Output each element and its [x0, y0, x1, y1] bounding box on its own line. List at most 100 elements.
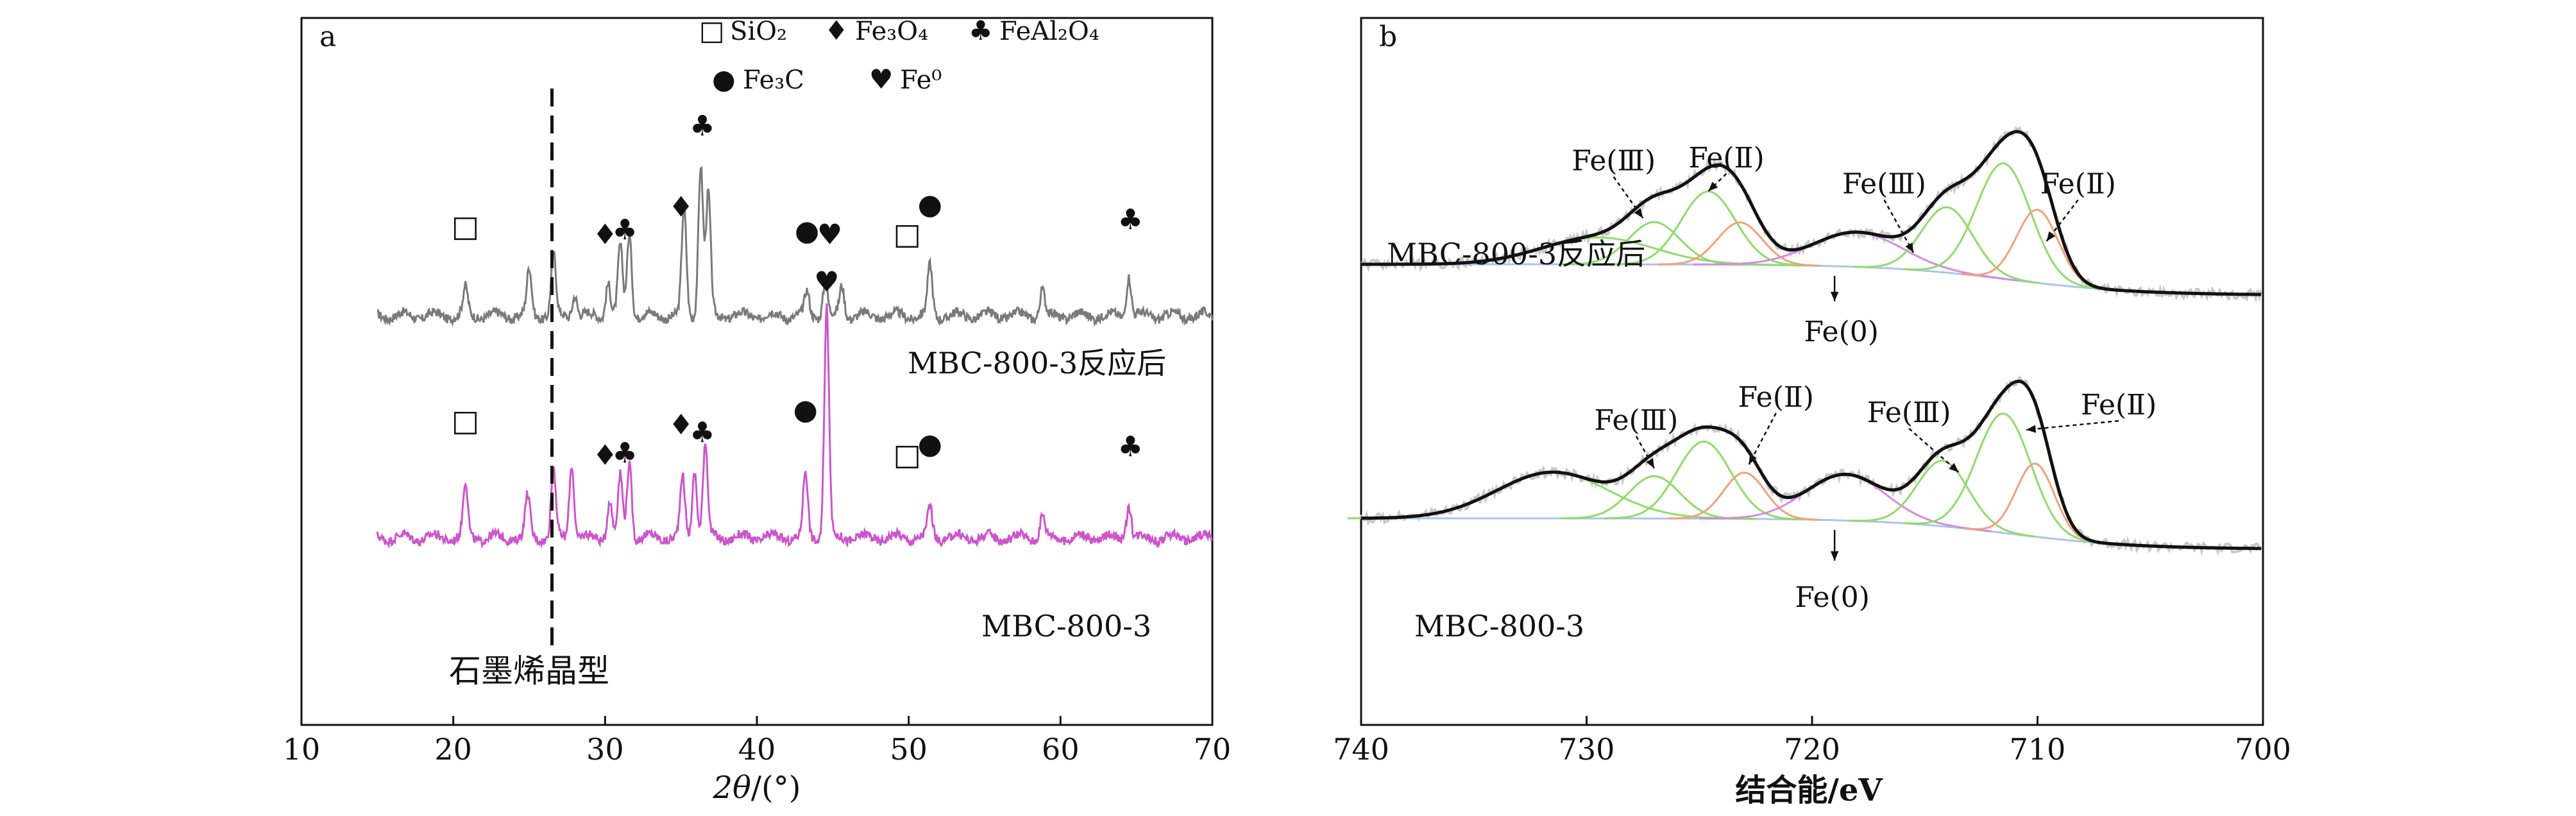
panel-a-phase-marker: ♣ — [612, 214, 637, 246]
panel-b-x-axis: 740 730 720 710 700 — [1333, 716, 2291, 767]
panel-b-annotation-label: Fe(Ⅱ) — [2040, 168, 2116, 201]
panel-b-label: b — [1379, 21, 1397, 53]
panel-a-legend-symbol: ♣ — [969, 15, 993, 46]
panel-a-legend-label: Fe⁰ — [900, 65, 942, 95]
panel-b-annotation-arrowhead — [2046, 231, 2056, 241]
panel-a-legend-symbol: ● — [712, 64, 736, 95]
panel-a-phase-marker: ● — [918, 428, 942, 461]
panel-a-reference-line-label: 石墨烯晶型 — [449, 652, 609, 690]
panel-a-x-axis-label: 2θ/(°) — [712, 770, 801, 806]
panel-a-legend-symbol: □ — [699, 15, 725, 46]
panel-b-x-tick-label: 720 — [1784, 732, 1840, 767]
panel-b-annotation-arrowhead — [2026, 425, 2037, 433]
panel-b-annotation-arrowhead — [1634, 208, 1643, 218]
panel-b-annotation-arrowhead — [1749, 454, 1757, 464]
panel-a-x-tick-label: 60 — [1042, 732, 1080, 767]
panel-a-xrd: a 10 20 30 40 50 60 70 2θ/(°) □ SiO₂ ♦ Fe₃O₄ ♣ FeAl… — [283, 15, 1232, 806]
panel-b-x-tick-label: 730 — [1559, 732, 1615, 767]
panel-a-phase-marker: ♦ — [668, 191, 693, 224]
panel-b-series-group — [1347, 126, 2263, 556]
panel-b-fit-envelope — [1361, 130, 2262, 296]
panel-a-phase-marker: ♣ — [612, 437, 637, 470]
panel-a-phase-marker: ● — [793, 394, 818, 427]
panel-a-legend-label: Fe₃O₄ — [855, 17, 928, 46]
panel-b-annotation-arrow — [1883, 199, 1915, 253]
panel-a-phase-marker: ♦ — [593, 439, 618, 472]
panel-a-x-axis: 10 20 30 40 50 60 70 — [283, 716, 1232, 767]
panel-a-phase-marker: ♦ — [668, 409, 693, 441]
panel-b-fit-component — [1668, 472, 1820, 521]
panel-b-annotation-arrowhead — [1949, 463, 1959, 472]
panel-a-x-tick-label: 10 — [283, 732, 321, 767]
panel-a-phase-marker: ♦ — [593, 219, 618, 251]
panel-a-phase-marker: ♣ — [1117, 430, 1142, 463]
panel-a-phase-marker: □ — [452, 403, 479, 438]
panel-b-annotation-label: Fe(Ⅱ) — [2081, 389, 2157, 421]
panel-b-annotation-label: Fe(0) — [1795, 581, 1870, 614]
panel-a-x-tick-label: 30 — [586, 732, 624, 767]
panel-a-series-line — [376, 303, 1213, 549]
panel-b-x-tick-label: 710 — [2010, 732, 2066, 767]
panel-b-series-label-fresh: MBC-800-3 — [1414, 609, 1584, 643]
panel-a-x-axis-label-symbol: 2θ — [712, 770, 751, 806]
panel-b-x-tick-label: 700 — [2235, 732, 2291, 767]
panel-a-legend-label: FeAl₂O₄ — [999, 17, 1099, 46]
panel-b-fit-component — [1608, 190, 1808, 267]
panel-b-annotation-arrow — [1613, 176, 1644, 219]
panel-a-phase-marker: □ — [894, 217, 921, 251]
panel-b-annotation-label: Fe(Ⅲ) — [1572, 145, 1656, 178]
panel-b-x-axis-label: 结合能/eV — [1735, 772, 1883, 808]
panel-b-annotation-arrow — [2026, 420, 2119, 431]
panel-b-annotation-arrowhead — [1646, 458, 1654, 468]
panel-b-annotations: Fe(Ⅲ) Fe(Ⅱ) Fe(Ⅲ) Fe(Ⅱ) Fe(0) Fe(Ⅲ) Fe(Ⅱ) Fe(Ⅲ)… — [1572, 142, 2157, 614]
panel-a-x-tick-label: 50 — [890, 732, 928, 767]
panel-b-annotation-label: Fe(Ⅲ) — [1867, 396, 1951, 429]
panel-b-fit-component — [1604, 440, 1803, 521]
panel-b-x-tick-label: 740 — [1333, 732, 1389, 767]
panel-a-phase-marker: ♣ — [690, 110, 715, 142]
panel-a-label: a — [319, 21, 336, 53]
panel-b-fit-component — [1849, 459, 2035, 538]
panel-a-x-axis-label-unit: /(°) — [751, 770, 801, 806]
panel-b-annotation-arrowhead — [1708, 182, 1718, 191]
panel-a-series-label-fresh: MBC-800-3 — [981, 609, 1151, 643]
panel-b-fit-component — [1560, 221, 1747, 266]
panel-a-x-tick-label: 40 — [738, 732, 776, 767]
panel-a-legend-symbol: ♥ — [869, 64, 894, 95]
panel-b-fit-envelope — [1361, 379, 2262, 550]
panel-a-series-group — [376, 166, 1214, 549]
panel-b-annotation-label: Fe(Ⅲ) — [1594, 404, 1678, 437]
panel-a-legend: □ SiO₂ ♦ Fe₃O₄ ♣ FeAl₂O₄ ● Fe₃C ♥ Fe⁰ — [699, 15, 1099, 95]
panel-a-phase-marker: ♥ — [814, 266, 839, 299]
panel-a-x-tick-label: 20 — [434, 732, 472, 767]
panel-a-series-label-after: MBC-800-3反应后 — [908, 346, 1166, 380]
panel-b-annotation-arrowhead — [1830, 291, 1839, 302]
panel-a-legend-label: SiO₂ — [730, 17, 787, 46]
panel-a-series-line — [377, 166, 1214, 327]
panel-b-fit-component — [1657, 221, 1820, 267]
panel-b-annotation-label: Fe(0) — [1804, 316, 1879, 348]
panel-b-annotation-arrowhead — [1830, 551, 1839, 561]
panel-a-phase-marker: ♣ — [690, 416, 715, 449]
panel-a-legend-symbol: ♦ — [824, 15, 849, 46]
panel-b-fit-component — [1904, 412, 2103, 544]
panel-a-phase-marker: □ — [894, 438, 921, 472]
panel-a-x-tick-label: 70 — [1194, 732, 1232, 767]
panel-b-series-label-after: MBC-800-3反应后 — [1387, 237, 1645, 271]
panel-b-xps: b 740 730 720 710 700 结合能/eV Fe(Ⅲ) Fe(Ⅱ)Fe(Ⅲ)… — [1333, 17, 2291, 808]
panel-b-fit-component — [1560, 475, 1747, 520]
panel-b-annotation-arrowhead — [1905, 242, 1914, 253]
panel-a-legend-label: Fe₃C — [743, 65, 804, 95]
panel-b-fit-component — [1904, 162, 2103, 290]
panel-b-annotation-arrow — [1748, 412, 1777, 465]
panel-a-phase-marker: ● — [795, 215, 819, 248]
panel-b-fit-component — [1853, 206, 2040, 284]
panel-a-phase-marker: ● — [918, 188, 942, 221]
panel-b-annotation-label: Fe(Ⅱ) — [1688, 142, 1764, 174]
panel-a-phase-marker: □ — [452, 209, 479, 244]
panel-b-annotation-label: Fe(Ⅲ) — [1842, 168, 1926, 201]
panel-a-phase-marker: ♥ — [817, 219, 842, 251]
panel-b-fit-component — [1965, 463, 2104, 545]
